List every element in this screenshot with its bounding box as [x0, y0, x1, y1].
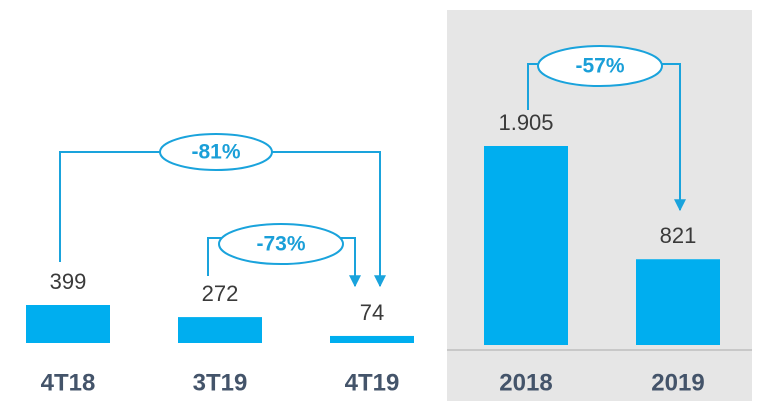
annotation-bubble: [537, 45, 663, 87]
bar: [178, 317, 262, 343]
bar: [330, 335, 414, 343]
value-label: 399: [50, 269, 87, 294]
annotation-bubble: [218, 223, 344, 265]
connector-arrow: [59, 151, 386, 288]
x-tick-label: 4T18: [41, 369, 96, 396]
annotation-bubble: [159, 133, 273, 171]
value-label: 1.905: [498, 110, 553, 135]
value-label: 74: [360, 300, 384, 325]
annotation: -73%: [256, 233, 305, 256]
x-tick-label: 4T19: [345, 369, 400, 396]
x-tick-label: 2019: [651, 369, 704, 396]
bar: [26, 305, 110, 343]
bar: [484, 146, 568, 345]
annotation: -57%: [575, 55, 624, 78]
value-label: 821: [660, 223, 697, 248]
value-label: 272: [202, 281, 239, 306]
annotation: -81%: [191, 141, 240, 164]
bar: [636, 259, 720, 345]
x-tick-label: 3T19: [193, 369, 248, 396]
x-tick-label: 2018: [499, 369, 552, 396]
